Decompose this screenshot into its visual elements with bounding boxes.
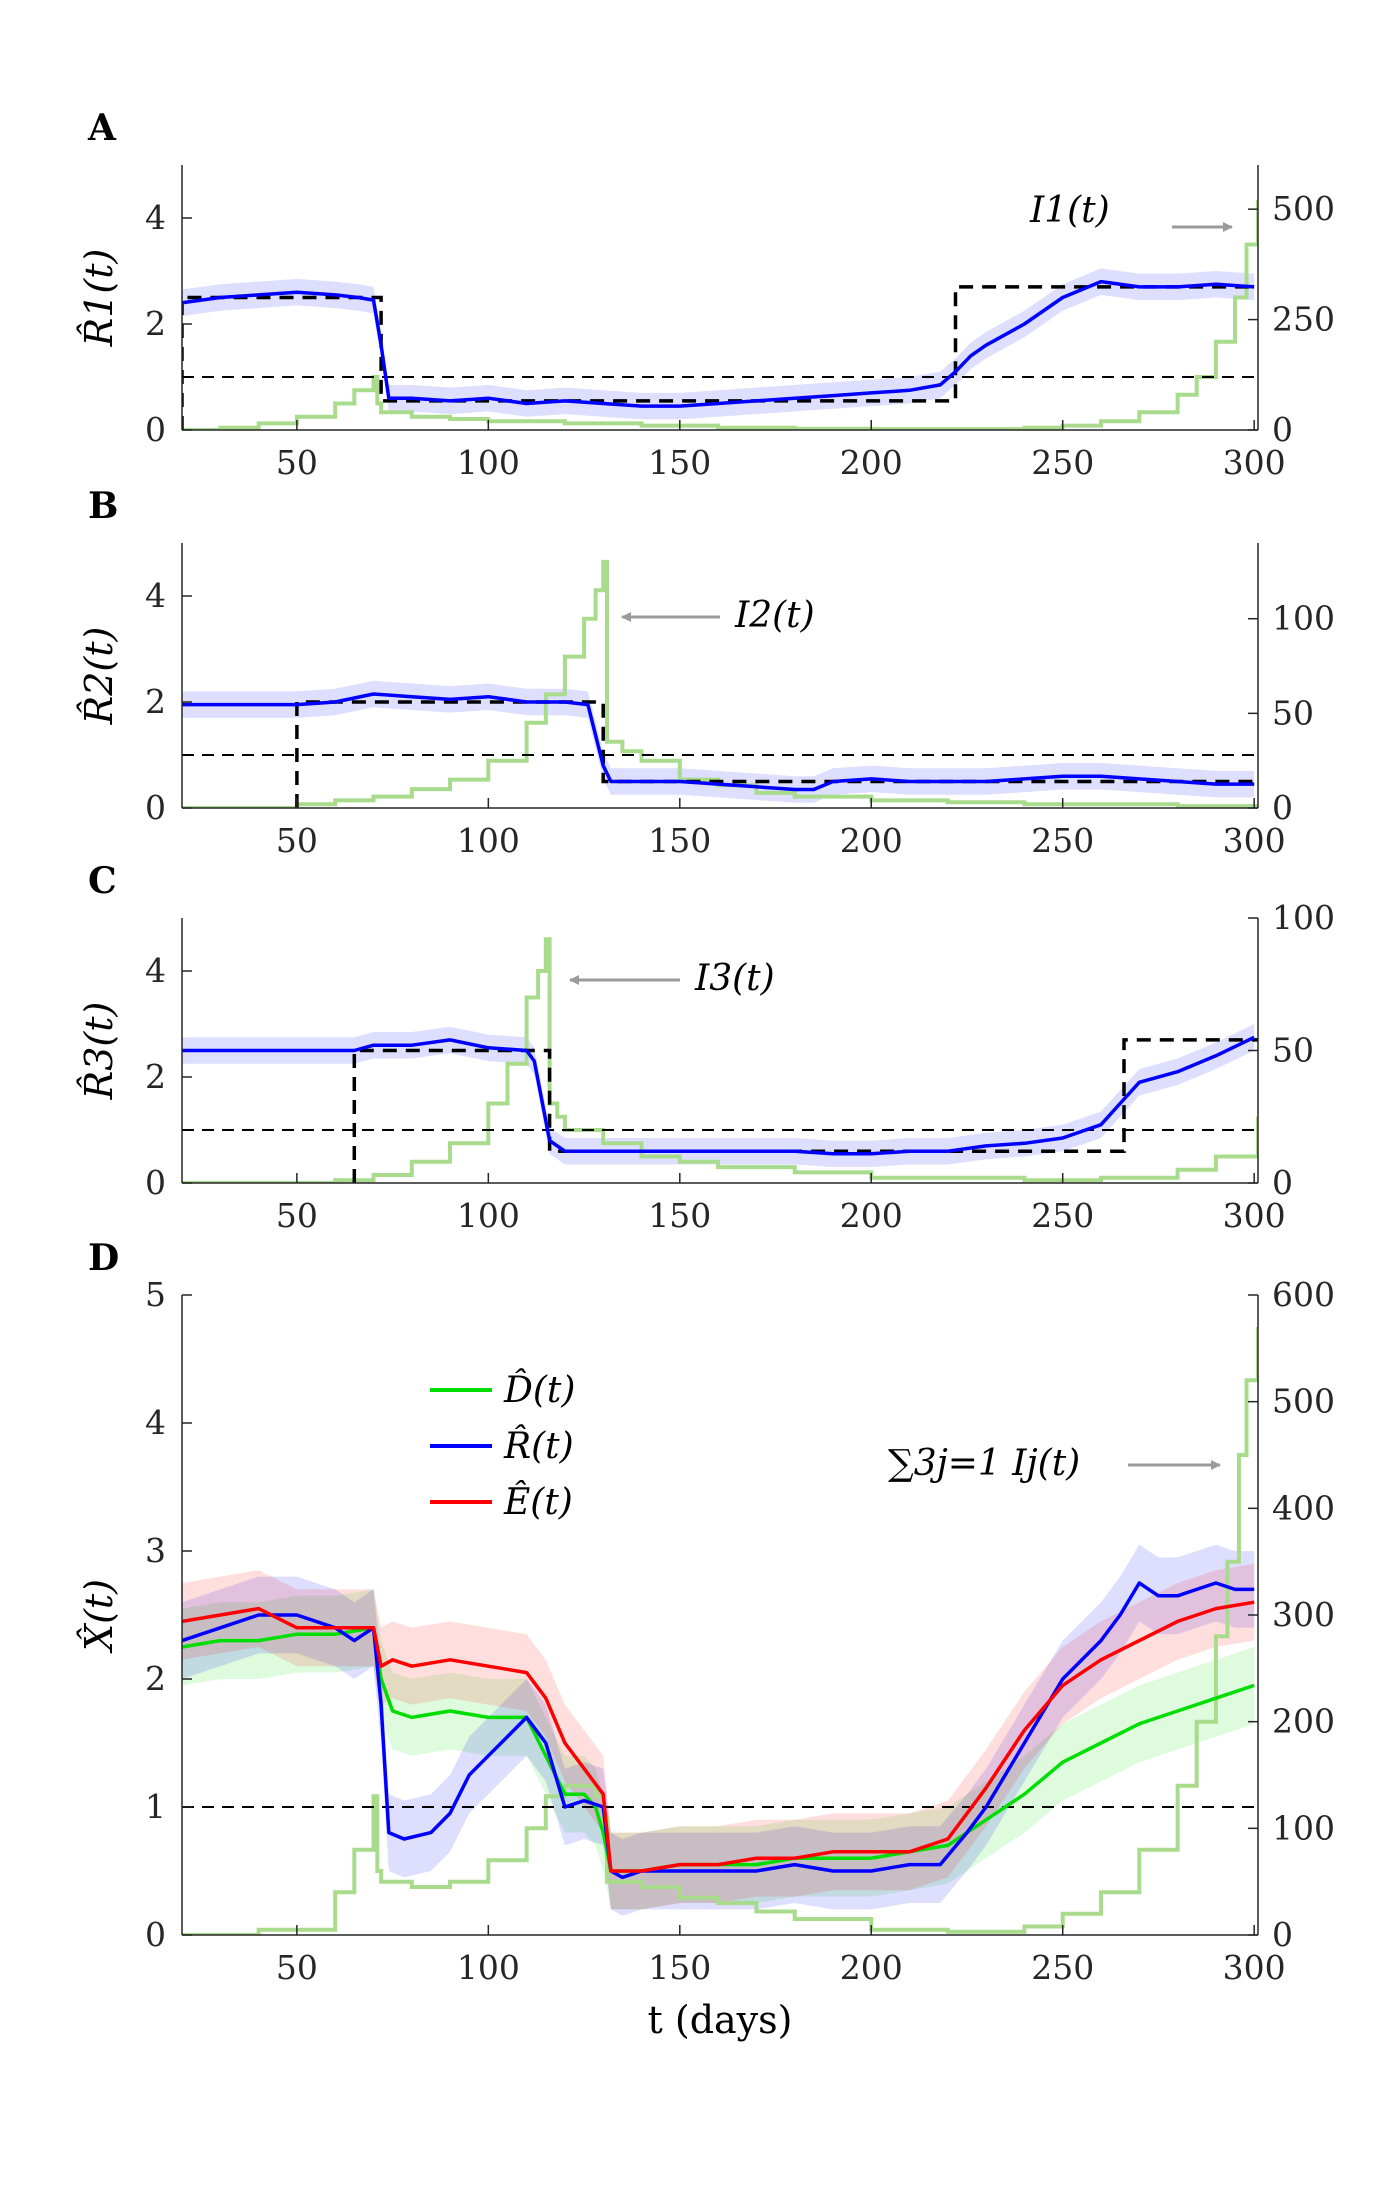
x-tick-label: 50 (276, 443, 318, 482)
x-tick-label: 200 (840, 821, 903, 860)
plot-area (182, 200, 1258, 430)
y-tick-label: 0 (145, 788, 166, 827)
y-tick-label: 4 (145, 198, 166, 237)
y-axis-label: R̂1(t) (77, 249, 121, 348)
panel-letter: A (87, 107, 117, 149)
panel-letter: D (88, 1237, 119, 1279)
true-value-line (295, 700, 1258, 808)
incidence-annotation: I1(t) (1029, 190, 1110, 231)
estimate-line-r (182, 279, 1255, 408)
y2-tick-label: 600 (1272, 1275, 1335, 1314)
y2-tick-label: 500 (1272, 189, 1335, 228)
incidence-annotation: I3(t) (694, 958, 775, 999)
x-tick-label: 150 (648, 821, 711, 860)
panel-d: 50 100 150 200 250 30001234501002003004005006… (77, 1237, 1335, 2042)
y-tick-label: 1 (145, 1787, 166, 1826)
x-tick-label: 250 (1031, 1196, 1094, 1235)
x-tick-label: 200 (840, 443, 903, 482)
y2-tick-label: 50 (1272, 693, 1314, 732)
y-tick-label: 4 (145, 951, 166, 990)
x-tick-label: 300 (1223, 1196, 1286, 1235)
estimate-line-r (182, 1581, 1255, 1880)
x-tick-label: 250 (1031, 443, 1094, 482)
legend: D̂(t) R̂(t) Ê(t) (430, 1368, 575, 1523)
x-tick-label: 100 (457, 821, 520, 860)
y-tick-label: 5 (145, 1275, 166, 1314)
y2-tick-label: 200 (1272, 1702, 1335, 1741)
panel-letter: C (88, 860, 117, 902)
plot-area (182, 937, 1258, 1183)
x-tick-label: 50 (276, 1196, 318, 1235)
incidence-annotation: I2(t) (734, 595, 815, 636)
x-tick-label: 200 (840, 1948, 903, 1987)
legend-entry: R̂(t) (503, 1424, 574, 1467)
x-tick-label: 150 (648, 443, 711, 482)
x-tick-label: 150 (648, 1196, 711, 1235)
x-tick-label: 300 (1223, 443, 1286, 482)
y-tick-label: 2 (145, 682, 166, 721)
plot-area (182, 1327, 1258, 1935)
y-tick-label: 0 (145, 1163, 166, 1202)
x-tick-label: 150 (648, 1948, 711, 1987)
confidence-band (182, 1563, 1255, 1910)
y2-tick-label: 0 (1272, 788, 1293, 827)
x-axis-label: t (days) (648, 1998, 793, 2042)
y-axis-label: R̂3(t) (77, 1002, 121, 1101)
confidence-band (182, 680, 1255, 803)
incidence-line (182, 937, 1258, 1183)
confidence-band (182, 1024, 1255, 1168)
y-tick-label: 4 (145, 1403, 166, 1442)
y-tick-label: 2 (145, 1659, 166, 1698)
x-tick-label: 200 (840, 1196, 903, 1235)
y-tick-label: 2 (145, 1057, 166, 1096)
y-tick-label: 0 (145, 1915, 166, 1954)
estimate-line-r (182, 1035, 1255, 1156)
panel-letter: B (88, 485, 118, 527)
y-axis-label: R̂2(t) (77, 627, 121, 726)
y-tick-label: 2 (145, 304, 166, 343)
y-tick-label: 3 (145, 1531, 166, 1570)
y-tick-label: 0 (145, 410, 166, 449)
y2-tick-label: 500 (1272, 1382, 1335, 1421)
legend-entry: Ê(t) (503, 1481, 573, 1523)
y2-tick-label: 100 (1272, 898, 1335, 937)
estimate-line-r (182, 692, 1255, 792)
y2-tick-label: 100 (1272, 599, 1335, 638)
confidence-band (182, 268, 1255, 420)
y2-tick-label: 400 (1272, 1488, 1335, 1527)
legend-entry: D̂(t) (503, 1368, 575, 1411)
x-tick-label: 300 (1223, 1948, 1286, 1987)
confidence-band (182, 1589, 1255, 1910)
x-tick-label: 300 (1223, 821, 1286, 860)
x-tick-label: 250 (1031, 1948, 1094, 1987)
incidence-annotation: ∑3j=1 Ij(t) (888, 1443, 1080, 1484)
x-tick-label: 100 (457, 443, 520, 482)
y-tick-label: 4 (145, 576, 166, 615)
y2-tick-label: 0 (1272, 410, 1293, 449)
incidence-line (182, 1327, 1258, 1935)
y2-tick-label: 100 (1272, 1808, 1335, 1847)
y2-tick-label: 300 (1272, 1595, 1335, 1634)
x-tick-label: 50 (276, 1948, 318, 1987)
estimate-line-e (182, 1600, 1255, 1873)
y2-tick-label: 0 (1272, 1163, 1293, 1202)
x-tick-label: 100 (457, 1948, 520, 1987)
y2-tick-label: 250 (1272, 300, 1335, 339)
x-tick-label: 250 (1031, 821, 1094, 860)
plot-area (182, 559, 1258, 808)
confidence-band (182, 1544, 1255, 1916)
x-tick-label: 100 (457, 1196, 520, 1235)
y2-tick-label: 0 (1272, 1915, 1293, 1954)
y-axis-label: X̂(t) (77, 1579, 121, 1654)
x-tick-label: 50 (276, 821, 318, 860)
y2-tick-label: 50 (1272, 1031, 1314, 1070)
true-value-line (352, 1038, 1258, 1183)
